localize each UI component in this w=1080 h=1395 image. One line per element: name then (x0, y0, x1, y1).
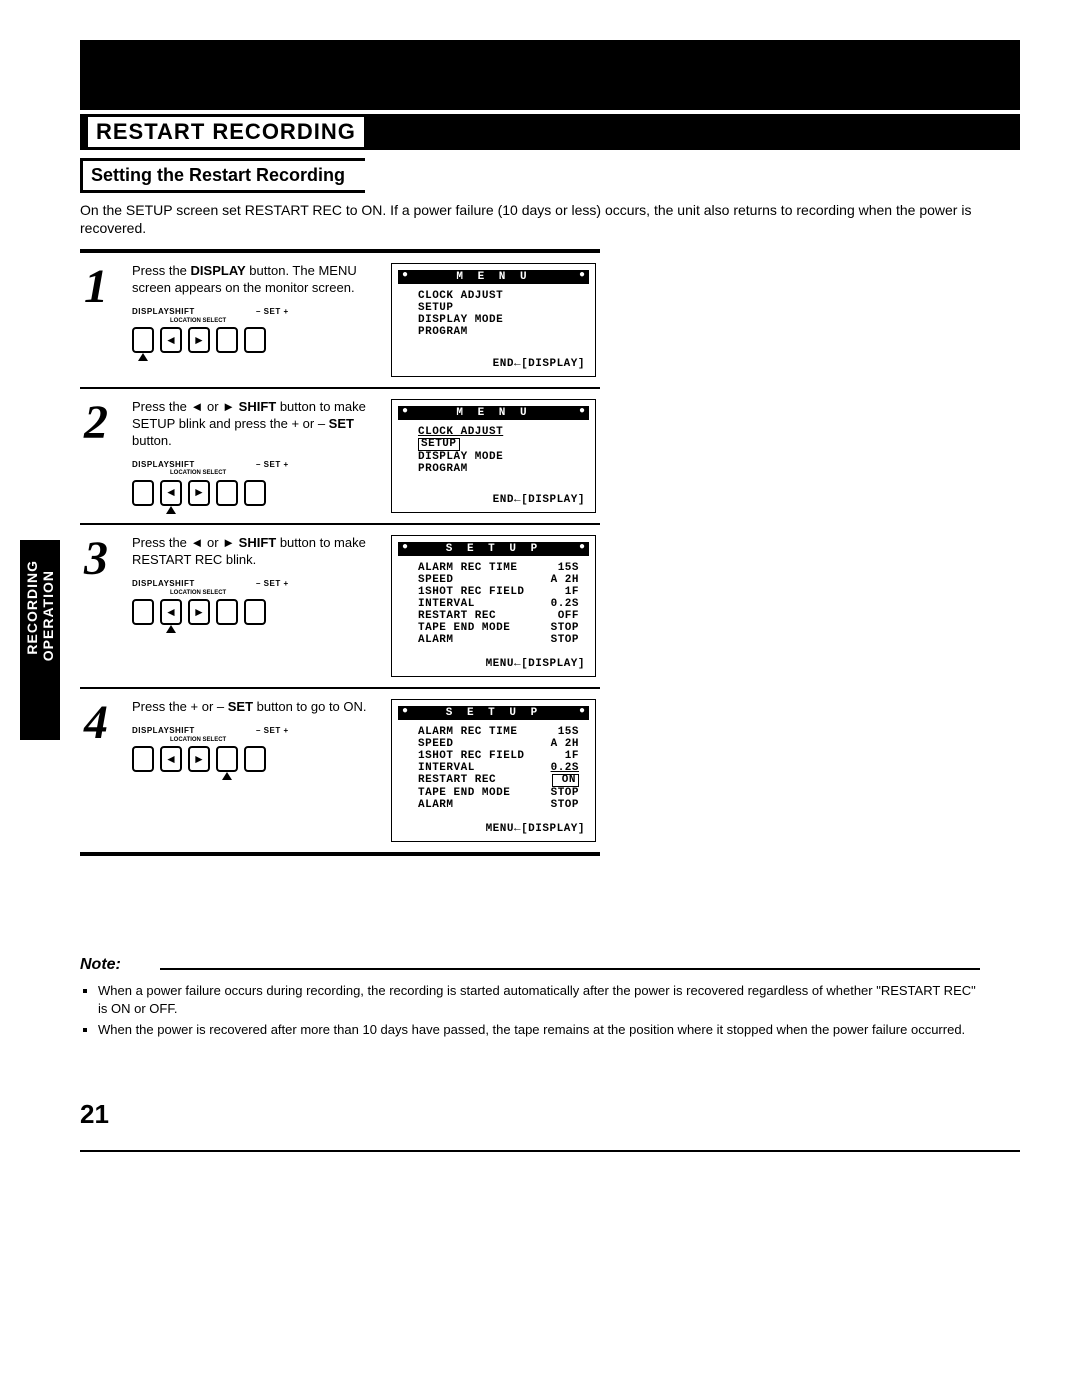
side-tab: RECORDING OPERATION (20, 540, 60, 740)
hw-button[interactable]: ◄ (160, 327, 182, 353)
hw-button[interactable]: ◄ (160, 599, 182, 625)
step-body: Press the ◄ or ► SHIFT button to make SE… (132, 399, 383, 513)
section-title-box: Setting the Restart Recording (80, 158, 365, 193)
hw-button[interactable]: ◄ (160, 746, 182, 772)
osd-screen: S E T U P ALARM REC TIME15S SPEEDA 2H1SH… (391, 535, 596, 677)
osd-title: S E T U P (398, 542, 589, 556)
header-black-bar (80, 40, 1020, 110)
hw-button[interactable] (132, 327, 154, 353)
osd-footer: END←[DISPLAY] (398, 358, 589, 370)
osd-footer: END←[DISPLAY] (398, 494, 589, 506)
hw-button[interactable] (216, 480, 238, 506)
step-text: Press the ◄ or ► SHIFT button to make SE… (132, 399, 383, 450)
note-block: Note: When a power failure occurs during… (80, 946, 980, 1039)
osd-screen: M E N U CLOCK ADJUSTSETUPDISPLAY MODEPRO… (391, 263, 596, 377)
osd-body: CLOCK ADJUSTSETUPDISPLAY MODEPROGRAM (398, 426, 589, 486)
step-body: Press the ◄ or ► SHIFT button to make RE… (132, 535, 383, 677)
step-text: Press the + or – SET button to go to ON. (132, 699, 383, 716)
steps-container: 1 Press the DISPLAY button. The MENU scr… (80, 249, 600, 856)
page-number: 21 (80, 1099, 1020, 1130)
step-2: 2 Press the ◄ or ► SHIFT button to make … (80, 389, 600, 525)
hw-button[interactable]: ► (188, 599, 210, 625)
note-title: Note: (80, 956, 131, 974)
step-number: 3 (84, 535, 124, 677)
hw-button[interactable] (216, 327, 238, 353)
hw-button[interactable] (132, 599, 154, 625)
step-3: 3 Press the ◄ or ► SHIFT button to make … (80, 525, 600, 689)
step-body: Press the DISPLAY button. The MENU scree… (132, 263, 383, 377)
hw-button[interactable]: ► (188, 480, 210, 506)
step-body: Press the + or – SET button to go to ON.… (132, 699, 383, 842)
osd-title: M E N U (398, 270, 589, 284)
note-item: When the power is recovered after more t… (98, 1021, 980, 1039)
osd-screen: S E T U P ALARM REC TIME15S SPEEDA 2H1SH… (391, 699, 596, 842)
hw-button[interactable] (244, 327, 266, 353)
bottom-rule (80, 1150, 1020, 1152)
side-label-2: OPERATION (40, 570, 56, 661)
step-number: 2 (84, 399, 124, 513)
osd-title: S E T U P (398, 706, 589, 720)
hw-button[interactable] (244, 746, 266, 772)
side-label-1: RECORDING (24, 560, 40, 655)
hw-button[interactable]: ◄ (160, 480, 182, 506)
step-text: Press the DISPLAY button. The MENU scree… (132, 263, 383, 297)
banner-title: RESTART RECORDING (88, 117, 364, 147)
hw-button[interactable]: ► (188, 746, 210, 772)
intro-text: On the SETUP screen set RESTART REC to O… (80, 201, 1020, 237)
hw-button[interactable] (216, 746, 238, 772)
osd-body: CLOCK ADJUSTSETUPDISPLAY MODEPROGRAM (398, 290, 589, 350)
osd-body: ALARM REC TIME15S SPEEDA 2H1SHOT REC FIE… (398, 726, 589, 815)
section-title: Setting the Restart Recording (91, 165, 345, 185)
hw-button[interactable] (244, 599, 266, 625)
hw-button[interactable] (132, 746, 154, 772)
osd-screen: M E N U CLOCK ADJUSTSETUPDISPLAY MODEPRO… (391, 399, 596, 513)
note-list: When a power failure occurs during recor… (80, 970, 980, 1039)
osd-footer: MENU←[DISPLAY] (398, 823, 589, 835)
step-4: 4 Press the + or – SET button to go to O… (80, 689, 600, 852)
osd-body: ALARM REC TIME15S SPEEDA 2H1SHOT REC FIE… (398, 562, 589, 650)
step-1: 1 Press the DISPLAY button. The MENU scr… (80, 253, 600, 389)
note-item: When a power failure occurs during recor… (98, 982, 980, 1017)
hw-button[interactable] (132, 480, 154, 506)
title-banner: RESTART RECORDING (80, 114, 1020, 150)
hw-button[interactable] (216, 599, 238, 625)
hw-button[interactable] (244, 480, 266, 506)
osd-footer: MENU←[DISPLAY] (398, 658, 589, 670)
step-text: Press the ◄ or ► SHIFT button to make RE… (132, 535, 383, 569)
step-number: 1 (84, 263, 124, 377)
hw-button[interactable]: ► (188, 327, 210, 353)
step-number: 4 (84, 699, 124, 842)
osd-title: M E N U (398, 406, 589, 420)
